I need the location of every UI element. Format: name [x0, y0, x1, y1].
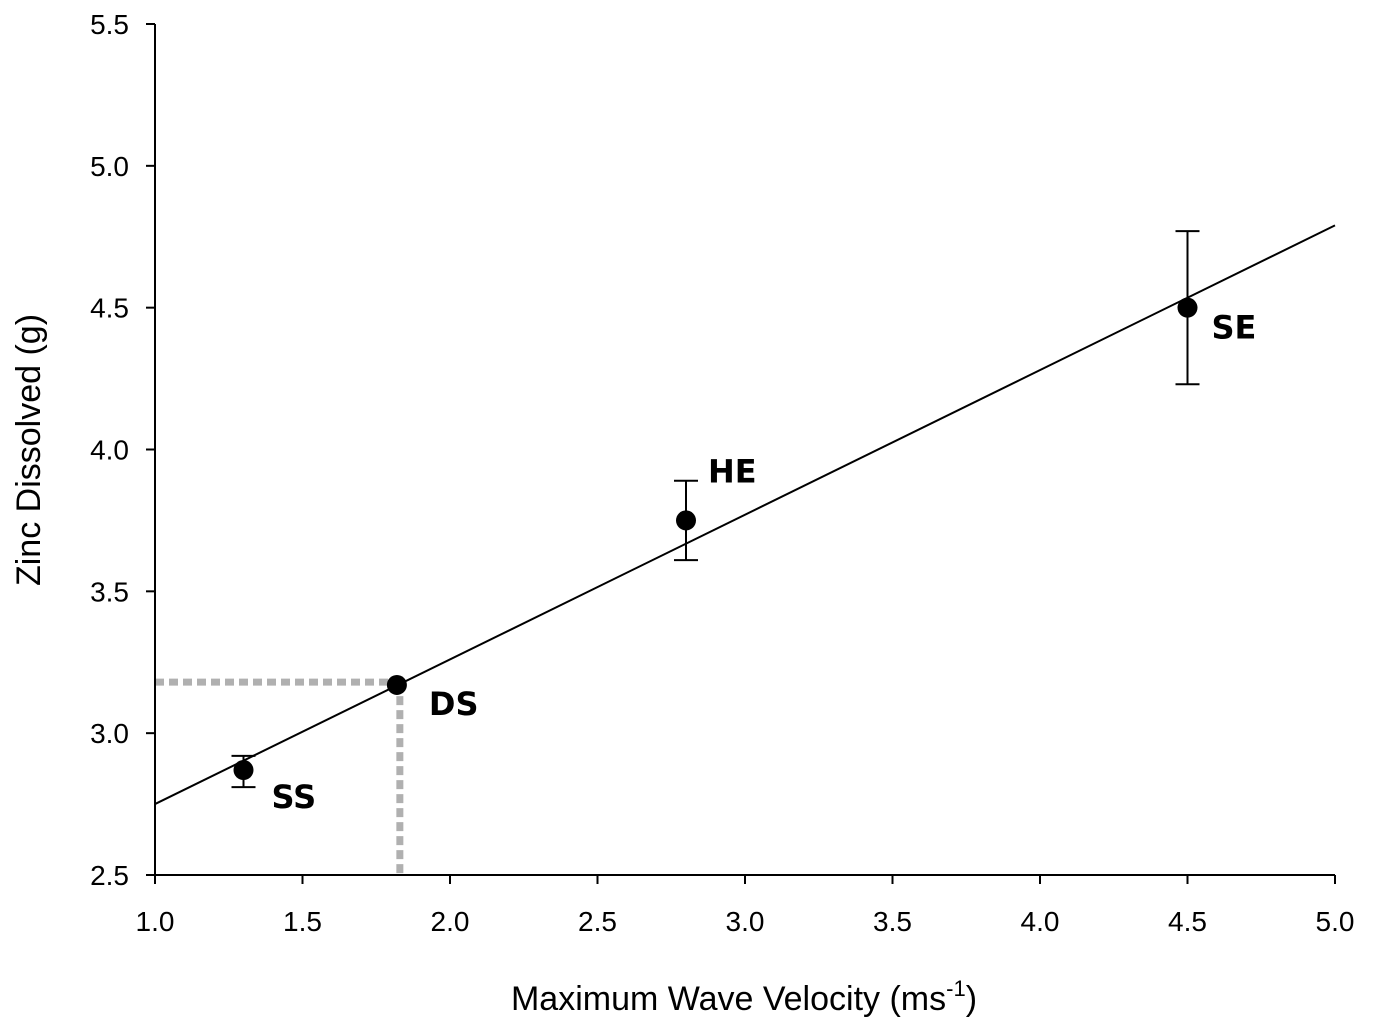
y-tick-label: 5.5 [90, 9, 129, 40]
y-tick-label: 4.0 [90, 435, 129, 466]
x-tick-label: 1.5 [283, 906, 322, 937]
x-tick-label: 2.5 [578, 906, 617, 937]
data-point-he [676, 510, 696, 531]
x-tick-label: 2.0 [431, 906, 470, 937]
x-axis-ticks: 1.0 1.5 2.0 2.5 3.0 3.5 4.0 4.5 5.0 [136, 875, 1355, 937]
x-axis-title: Maximum Wave Velocity (ms-1) [511, 976, 977, 1018]
y-axis-title: Zinc Dissolved (g) [10, 314, 48, 586]
y-tick-label: 3.5 [90, 576, 129, 607]
y-axis-ticks: 2.5 3.0 3.5 4.0 4.5 5.0 5.5 [90, 9, 155, 891]
x-tick-label: 3.5 [873, 906, 912, 937]
point-label-ds: DS [429, 685, 479, 723]
data-point-ss [233, 760, 254, 781]
data-point-ds [386, 674, 407, 695]
x-tick-label: 5.0 [1316, 906, 1355, 937]
y-tick-label: 4.5 [90, 293, 129, 324]
fit-line-layer [154, 224, 1336, 805]
y-tick-label: 3.0 [90, 718, 129, 749]
x-tick-label: 3.0 [726, 906, 765, 937]
y-tick-label: 2.5 [90, 860, 129, 891]
x-tick-label: 4.5 [1168, 906, 1207, 937]
y-tick-label: 5.0 [90, 151, 129, 182]
regression-line [154, 224, 1336, 805]
reference-lines [155, 678, 404, 875]
axes [154, 24, 1335, 876]
point-label-se: SE [1212, 309, 1257, 347]
data-points: SS DS HE SE [231, 230, 1257, 816]
x-tick-label: 1.0 [136, 906, 175, 937]
x-tick-label: 4.0 [1021, 906, 1060, 937]
data-point-se [1177, 297, 1198, 318]
point-label-ss: SS [272, 778, 317, 816]
point-label-he: HE [708, 452, 757, 490]
